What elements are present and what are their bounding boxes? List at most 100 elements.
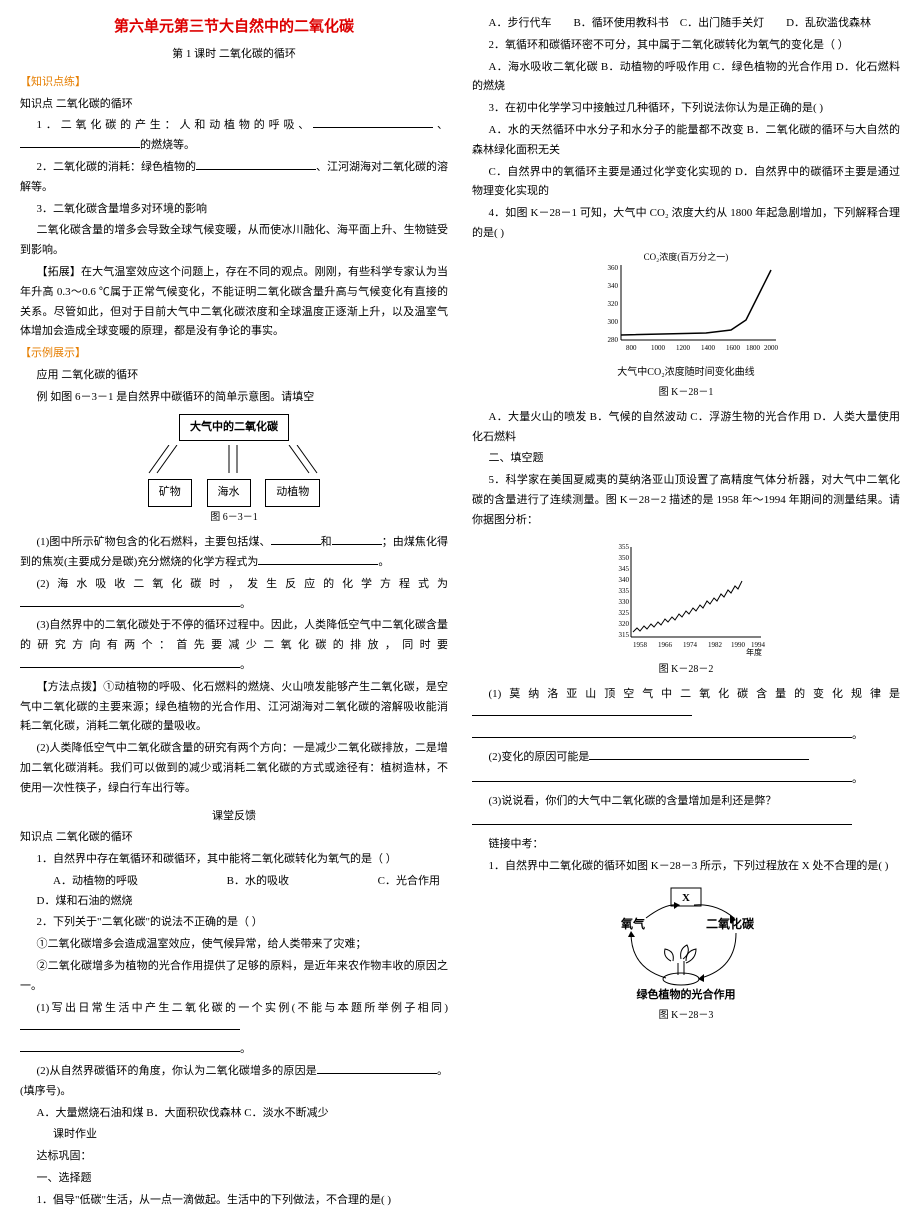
svg-text:2000: 2000 bbox=[764, 344, 779, 352]
chart2-caption: 图 K－28－2 bbox=[472, 661, 900, 679]
fig-631-caption: 图 6－3－1 bbox=[20, 509, 448, 527]
r3: 3．在初中化学学习中接触过几种循环，下列说法你认为是正确的是( ) bbox=[472, 99, 900, 119]
r5q3: (3)说说看，你们的大气中二氧化碳的含量增加是利还是弊？ bbox=[472, 792, 900, 812]
r3a: A．水的天然循环中水分子和水分子的能量都不改变 B．二氧化碳的循环与大自然的森林… bbox=[472, 121, 900, 161]
k1b: 、 bbox=[433, 119, 448, 131]
cycle-diagram: 大气中的二氧化碳 矿物 海水 动植物 图 6－3－1 bbox=[20, 414, 448, 528]
blank-k1b[interactable] bbox=[20, 147, 140, 148]
fk1d[interactable]: D．煤和石油的燃烧 bbox=[20, 892, 132, 912]
fk2: 2．下列关于"二氧化碳"的说法不正确的是（ ） bbox=[20, 913, 448, 933]
svg-text:1000: 1000 bbox=[651, 344, 666, 352]
box-mineral: 矿物 bbox=[148, 479, 192, 507]
svg-text:1974: 1974 bbox=[683, 641, 698, 649]
r5q2b: 。 bbox=[472, 770, 900, 790]
r5q1: (1)莫纳洛亚山顶空气中二氧化碳含量的变化规律是 bbox=[472, 685, 900, 725]
svg-text:320: 320 bbox=[608, 300, 619, 308]
svg-text:年度: 年度 bbox=[746, 647, 762, 657]
fk3b: 。 bbox=[20, 1040, 448, 1060]
diagram-arrows bbox=[129, 445, 339, 475]
box-atmosphere: 大气中的二氧化碳 bbox=[179, 414, 289, 442]
r4a: A．大量火山的喷发 B．气候的自然波动 C．浮游生物的光合作用 D．人类大量使用… bbox=[472, 408, 900, 448]
fk1: 1．自然界中存在氧循环和碳循环，其中能将二氧化碳转化为氧气的是（ ） bbox=[20, 850, 448, 870]
blank-fk4[interactable] bbox=[317, 1073, 437, 1074]
svg-text:350: 350 bbox=[619, 554, 630, 562]
r5: 5．科学家在美国夏威夷的莫纳洛亚山顶设置了高精度气体分析器，对大气中二氧化碳的含… bbox=[472, 471, 900, 530]
blank-r5q2[interactable] bbox=[589, 759, 809, 760]
cycle2-caption: 图 K－28－3 bbox=[472, 1007, 900, 1025]
fill-head: 二、填空题 bbox=[472, 449, 900, 469]
fk1c[interactable]: C．光合作用 bbox=[361, 872, 440, 892]
k1c: 的燃烧等。 bbox=[140, 139, 195, 151]
r2a: A．海水吸收二氧化碳 B．动植物的呼吸作用 C．绿色植物的光合作用 D．化石燃料… bbox=[472, 58, 900, 98]
fk2a: ①二氧化碳增多会造成温室效应，使气候异常，给人类带来了灾难； bbox=[20, 935, 448, 955]
apply-head: 应用 二氧化碳的循环 bbox=[20, 366, 448, 386]
method2: (2)人类降低空气中二氧化碳含量的研究有两个方向：一是减少二氧化碳排放，二是增加… bbox=[20, 739, 448, 798]
r5q2: (2)变化的原因可能是 bbox=[472, 748, 900, 768]
blank-q1c[interactable] bbox=[258, 564, 378, 565]
svg-text:340: 340 bbox=[619, 576, 630, 584]
k1a: 1．二氧化碳的产生：人和动植物的呼吸、 bbox=[37, 119, 314, 131]
hw1b: 1．倡导"低碳"生活，从一点一滴做起。生活中的下列做法，不合理的是( ) bbox=[20, 1191, 448, 1211]
svg-text:1600: 1600 bbox=[726, 344, 741, 352]
svg-text:1200: 1200 bbox=[676, 344, 691, 352]
blank-k2[interactable] bbox=[196, 169, 316, 170]
subtitle: 第 1 课时 二氧化碳的循环 bbox=[20, 45, 448, 65]
q3: (3)自然界中的二氧化碳处于不停的循环过程中。因此，人类降低空气中二氧化碳含量的… bbox=[20, 616, 448, 675]
blank-q2[interactable] bbox=[20, 606, 240, 607]
fk2b: ②二氧化碳增多为植物的光合作用提供了足够的原料，是近年来农作物丰收的原因之一。 bbox=[20, 957, 448, 997]
svg-text:280: 280 bbox=[608, 336, 619, 344]
q2: (2)海水吸收二氧化碳时，发生反应的化学方程式为。 bbox=[20, 575, 448, 615]
fk1b[interactable]: B．水的吸收 bbox=[210, 872, 289, 892]
svg-text:330: 330 bbox=[619, 598, 630, 606]
svg-text:1990: 1990 bbox=[731, 641, 746, 649]
box-sea: 海水 bbox=[207, 479, 251, 507]
svg-text:360: 360 bbox=[608, 264, 619, 272]
chart1-caption: 图 K－28－1 bbox=[472, 384, 900, 402]
svg-text:800: 800 bbox=[626, 344, 637, 352]
fk1a[interactable]: A．动植物的呼吸 bbox=[37, 872, 138, 892]
fk-head: 知识点 二氧化碳的循环 bbox=[20, 828, 448, 848]
blank-fk3[interactable] bbox=[20, 1029, 240, 1030]
k2-line: 2．二氧化碳的消耗：绿色植物的、江河湖海对二氧化碳的溶解等。 bbox=[20, 158, 448, 198]
r5q1b: 。 bbox=[472, 726, 900, 746]
fk4: (2)从自然界碳循环的角度，你认为二氧化碳增多的原因是。(填序号)。 bbox=[20, 1062, 448, 1102]
blank-fk3b[interactable] bbox=[20, 1051, 240, 1052]
chart2: 315 320 325 330 335 340 345 350 355 1958… bbox=[472, 537, 900, 679]
hw1a: 一、选择题 bbox=[20, 1169, 448, 1189]
hw-head: 课时作业 bbox=[20, 1125, 448, 1145]
blank-k1a[interactable] bbox=[313, 127, 433, 128]
blank-q3[interactable] bbox=[20, 667, 240, 668]
chart1: CO₂浓度(百万分之一) 360 340 320 300 280 800 100… bbox=[472, 250, 900, 402]
r3c: C．自然界中的氧循环主要是通过化学变化实现的 D．自然界中的碳循环主要是通过物理… bbox=[472, 163, 900, 203]
box-bio: 动植物 bbox=[265, 479, 320, 507]
svg-text:1800: 1800 bbox=[746, 344, 761, 352]
svg-text:1958: 1958 bbox=[633, 641, 648, 649]
tuozhan: 【拓展】在大气温室效应这个问题上，存在不同的观点。刚刚，有些科学专家认为当年升高… bbox=[20, 263, 448, 342]
k3-para: 二氧化碳含量的增多会导致全球气候变暖，从而使冰川融化、海平面上升、生物链受到影响… bbox=[20, 221, 448, 261]
main-title: 第六单元第三节大自然中的二氧化碳 bbox=[20, 14, 448, 41]
svg-text:325: 325 bbox=[619, 609, 630, 617]
cycle-diagram-2: X 氧气 二氧化碳 绿色植物的光合作用 图 K－28－3 bbox=[472, 883, 900, 1025]
svg-text:氧气: 氧气 bbox=[620, 916, 645, 931]
hw1: 达标巩固： bbox=[20, 1147, 448, 1167]
fk1-opts: A．动植物的呼吸 B．水的吸收 C．光合作用 D．煤和石油的燃烧 bbox=[20, 872, 448, 912]
r1-opts: A．步行代车 B．循环使用教科书 C．出门随手关灯 D．乱砍滥伐森林 bbox=[472, 14, 900, 34]
blank-q1b[interactable] bbox=[332, 544, 382, 545]
link-head: 链接中考： bbox=[472, 835, 900, 855]
blank-r5q1b[interactable] bbox=[472, 737, 852, 738]
svg-text:315: 315 bbox=[619, 631, 630, 639]
k1-line: 1．二氧化碳的产生：人和动植物的呼吸、 、的燃烧等。 bbox=[20, 116, 448, 156]
k2a: 2．二氧化碳的消耗：绿色植物的 bbox=[37, 161, 197, 173]
r2: 2．氧循环和碳循环密不可分，其中属于二氧化碳转化为氧气的变化是（ ） bbox=[472, 36, 900, 56]
blank-q1a[interactable] bbox=[271, 544, 321, 545]
svg-text:300: 300 bbox=[608, 318, 619, 326]
blank-r5q3[interactable] bbox=[472, 824, 852, 825]
svg-text:355: 355 bbox=[619, 543, 630, 551]
chart1-ylabel: CO₂浓度(百万分之一) bbox=[644, 251, 729, 262]
r5q3b bbox=[472, 813, 900, 833]
blank-r5q2b[interactable] bbox=[472, 781, 852, 782]
section-example: 【示例展示】 bbox=[20, 344, 448, 364]
feedback-head: 课堂反馈 bbox=[20, 807, 448, 827]
blank-r5q1[interactable] bbox=[472, 715, 692, 716]
r4: 4．如图 K－28－1 可知，大气中 CO₂ 浓度大约从 1800 年起急剧增加… bbox=[472, 204, 900, 244]
